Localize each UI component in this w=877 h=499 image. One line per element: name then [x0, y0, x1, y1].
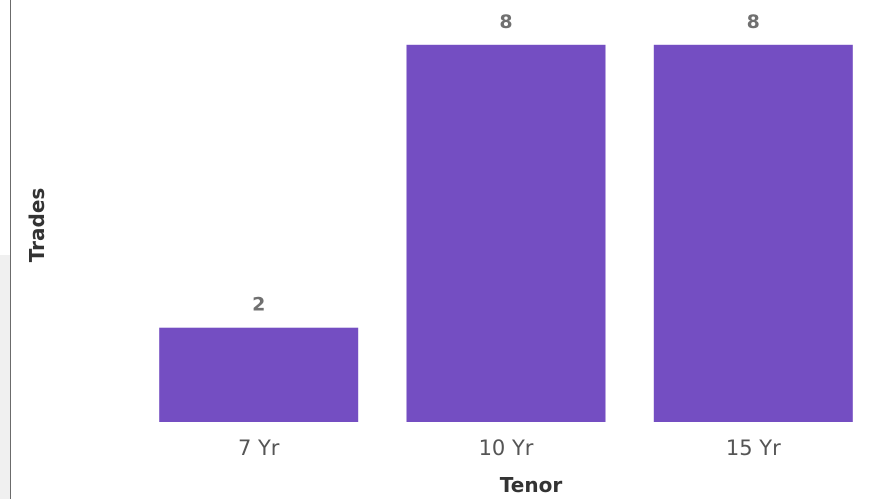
- panel-border: [10, 0, 11, 499]
- panel-edge-strip: [0, 255, 10, 499]
- x-tick-label: 7 Yr: [238, 436, 280, 460]
- data-labels-group: 2 8 8: [252, 11, 760, 316]
- y-axis-title: Trades: [25, 188, 49, 263]
- data-label: 2: [252, 294, 265, 316]
- data-label: 8: [499, 11, 512, 33]
- data-label: 8: [747, 11, 760, 33]
- x-tick-labels-group: 7 Yr 10 Yr 15 Yr: [238, 436, 781, 460]
- bar-10-yr[interactable]: [406, 44, 606, 423]
- bar-7-yr[interactable]: [159, 327, 359, 422]
- x-tick-label: 15 Yr: [726, 436, 781, 460]
- x-axis-title: Tenor: [500, 473, 563, 497]
- x-tick-label: 10 Yr: [479, 436, 534, 460]
- bars-group: [159, 44, 853, 423]
- bar-15-yr[interactable]: [653, 44, 853, 423]
